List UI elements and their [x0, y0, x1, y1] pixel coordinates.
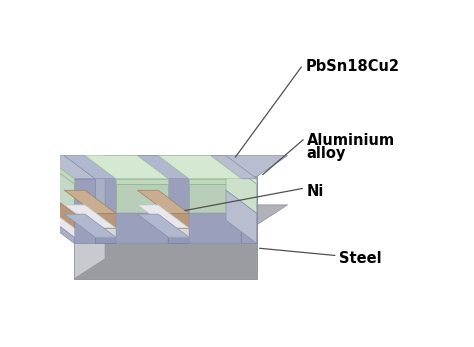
Text: Steel: Steel — [339, 251, 382, 266]
Polygon shape — [44, 155, 95, 179]
Polygon shape — [241, 179, 257, 243]
Polygon shape — [137, 214, 189, 237]
Polygon shape — [168, 213, 189, 228]
Polygon shape — [74, 205, 288, 225]
Polygon shape — [137, 205, 189, 228]
Polygon shape — [95, 213, 116, 243]
Polygon shape — [95, 228, 116, 237]
Polygon shape — [74, 179, 95, 243]
Polygon shape — [168, 228, 189, 237]
Polygon shape — [64, 214, 116, 237]
Polygon shape — [74, 205, 105, 279]
Text: PbSn18Cu2: PbSn18Cu2 — [305, 59, 399, 74]
Polygon shape — [74, 155, 105, 225]
Polygon shape — [158, 155, 241, 179]
Polygon shape — [74, 225, 257, 279]
Polygon shape — [189, 179, 241, 184]
Polygon shape — [95, 213, 116, 228]
Polygon shape — [44, 155, 74, 184]
Polygon shape — [64, 155, 116, 179]
Polygon shape — [64, 190, 116, 213]
Text: alloy: alloy — [307, 146, 346, 161]
Polygon shape — [168, 213, 189, 243]
Polygon shape — [74, 176, 257, 225]
Polygon shape — [210, 155, 257, 179]
Polygon shape — [85, 155, 168, 179]
Polygon shape — [44, 161, 74, 213]
Polygon shape — [44, 214, 74, 243]
Polygon shape — [226, 190, 257, 243]
Polygon shape — [226, 155, 257, 184]
Polygon shape — [226, 161, 257, 213]
Polygon shape — [116, 179, 168, 184]
Polygon shape — [44, 205, 74, 237]
Polygon shape — [116, 213, 168, 243]
Polygon shape — [64, 205, 116, 228]
Polygon shape — [44, 190, 74, 228]
Polygon shape — [137, 190, 189, 213]
Polygon shape — [137, 155, 189, 179]
Polygon shape — [74, 155, 288, 176]
Text: Aluminium: Aluminium — [307, 133, 395, 147]
Text: Ni: Ni — [307, 184, 324, 199]
Polygon shape — [189, 184, 241, 213]
Polygon shape — [189, 213, 241, 243]
Polygon shape — [116, 184, 168, 213]
